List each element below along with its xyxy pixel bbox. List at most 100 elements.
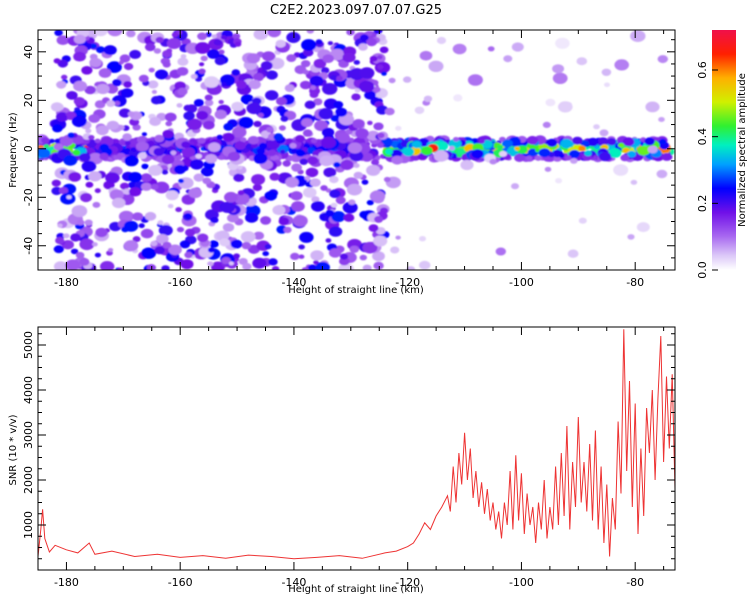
heatmap-cell <box>313 98 323 106</box>
heatmap-cell <box>339 253 349 260</box>
heatmap-cell <box>362 241 378 254</box>
heatmap-cell <box>471 149 484 159</box>
heatmap-cell <box>252 183 263 192</box>
heatmap-cell <box>156 234 169 244</box>
heatmap-cell <box>395 235 401 240</box>
heatmap-cell <box>149 117 162 126</box>
heatmap-cell <box>278 125 286 131</box>
heatmap-cell <box>106 61 122 73</box>
heatmap-cell <box>266 70 278 80</box>
heatmap-cell <box>567 249 579 258</box>
heatmap-y-axis: -40 -20 0 20 40 <box>22 39 675 271</box>
heatmap-cell <box>237 190 245 196</box>
heatmap-cell <box>144 43 156 52</box>
heatmap-cell <box>526 155 533 161</box>
heatmap-cell <box>319 155 334 167</box>
heatmap-cell <box>330 202 338 208</box>
heatmap-cell <box>295 149 306 157</box>
heatmap-cell <box>383 176 391 183</box>
heatmap-cell <box>208 142 221 152</box>
heatmap-cell <box>148 164 163 176</box>
heatmap-cell <box>230 239 243 249</box>
heatmap-cell <box>282 160 291 167</box>
heatmap-cell <box>636 222 650 233</box>
heatmap-cell <box>373 261 384 270</box>
heatmap-cell <box>320 67 330 74</box>
heatmap-cell <box>496 144 504 150</box>
heatmap-cell <box>499 150 508 157</box>
heatmap-cell <box>132 212 144 221</box>
heatmap-cell <box>183 111 195 121</box>
heatmap-cell <box>67 132 75 139</box>
heatmap-cell <box>207 49 220 59</box>
heatmap-cell <box>555 37 570 49</box>
heatmap-cell <box>96 83 110 95</box>
heatmap-cell <box>599 129 609 137</box>
heatmap-cell <box>181 147 196 158</box>
heatmap-cell <box>66 91 78 100</box>
snr-x-tick-label: -140 <box>281 576 306 589</box>
heatmap-panel: -180 -160 -140 -120 -100 -80 -40 -20 0 20 40 Heig… <box>8 29 676 296</box>
heatmap-cell <box>264 244 272 250</box>
heatmap-cell <box>53 58 61 64</box>
heatmap-cell <box>94 30 108 37</box>
heatmap-cell <box>327 41 334 46</box>
heatmap-cell <box>267 30 281 38</box>
heatmap-cell <box>222 223 235 232</box>
heatmap-cell <box>354 88 361 93</box>
heatmap-cell <box>240 137 247 143</box>
heatmap-cell <box>258 142 268 150</box>
heatmap-cell <box>193 99 204 107</box>
heatmap-cell <box>320 185 328 191</box>
heatmap-cell <box>330 75 338 81</box>
heatmap-cell <box>343 213 355 222</box>
heatmap-cell <box>359 34 369 41</box>
heatmap-cell <box>248 136 259 145</box>
heatmap-cell <box>544 166 552 172</box>
colorbar-ticks: 0.0 0.2 0.4 0.6 <box>696 61 718 279</box>
heatmap-cell <box>112 79 122 87</box>
heatmap-cell <box>253 30 269 40</box>
heatmap-cell <box>449 146 455 151</box>
heatmap-cell <box>208 240 219 248</box>
heatmap-cell <box>613 164 629 176</box>
heatmap-cell <box>315 39 323 45</box>
heatmap-cell <box>204 76 219 88</box>
heatmap-cell <box>511 42 524 52</box>
heatmap-cell <box>301 60 311 68</box>
heatmap-cell <box>232 33 241 40</box>
heatmap-cell <box>292 215 308 227</box>
heatmap-cell <box>94 100 106 109</box>
heatmap-cell <box>253 72 264 82</box>
heatmap-cell <box>106 100 116 107</box>
heatmap-cell <box>128 172 143 183</box>
heatmap-cell <box>219 238 231 247</box>
heatmap-cell <box>330 114 340 122</box>
heatmap-x-label: Height of straight line (km) <box>288 285 424 296</box>
heatmap-cell <box>180 259 194 270</box>
heatmap-cell <box>232 126 247 138</box>
heatmap-cell <box>106 120 119 130</box>
heatmap-cell <box>365 30 373 37</box>
heatmap-cell <box>84 219 93 226</box>
heatmap-cell <box>231 101 244 112</box>
heatmap-cell <box>604 82 610 88</box>
heatmap-y-label: Frequency (Hz) <box>8 112 19 188</box>
heatmap-cell <box>460 159 474 171</box>
heatmap-cell <box>479 139 485 144</box>
heatmap-cell <box>124 155 139 167</box>
heatmap-cell <box>379 46 389 54</box>
heatmap-cell <box>301 267 309 270</box>
heatmap-cell <box>570 158 578 164</box>
heatmap-cell <box>183 104 192 112</box>
heatmap-cell <box>587 137 599 147</box>
heatmap-cell <box>140 173 152 183</box>
heatmap-cell <box>238 117 254 129</box>
heatmap-cell <box>84 85 96 95</box>
heatmap-cell <box>313 58 327 69</box>
heatmap-cell <box>328 226 343 237</box>
heatmap-cell <box>240 231 256 243</box>
heatmap-cell <box>335 107 348 117</box>
heatmap-cell <box>307 264 318 270</box>
heatmap-cell <box>56 113 68 122</box>
